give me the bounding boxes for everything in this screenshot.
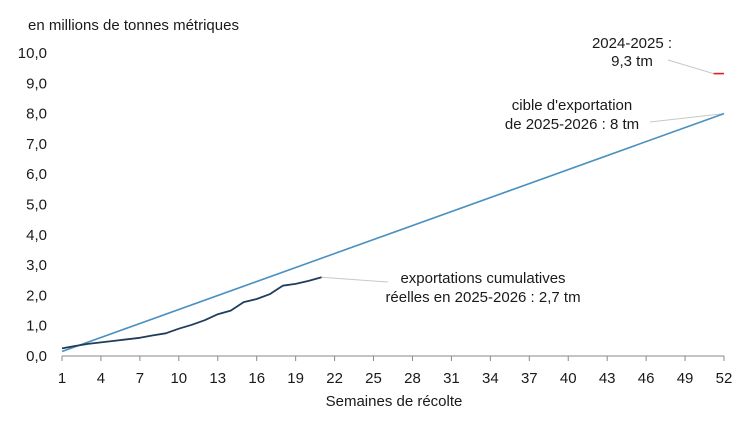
x-tick-label: 31 [443, 370, 460, 387]
x-axis: 1 4 7 10 13 16 19 22 25 28 31 34 37 40 43 46 49 52 [58, 356, 733, 387]
y-tick-label: 7,0 [26, 136, 47, 153]
x-tick-label: 49 [677, 370, 694, 387]
annotation-target-line2: de 2025-2026 : 8 tm [505, 116, 639, 133]
annotation-2024-line1: 2024-2025 : [592, 35, 672, 52]
y-axis: 0,0 1,0 2,0 3,0 4,0 5,0 6,0 7,0 8,0 9,0 10,0 [18, 45, 47, 365]
x-tick-label: 43 [599, 370, 616, 387]
annotation-leaders [321, 59, 725, 283]
y-tick-label: 6,0 [26, 166, 47, 183]
y-tick-label: 4,0 [26, 227, 47, 244]
x-tick-label: 10 [170, 370, 187, 387]
y-tick-label: 10,0 [18, 45, 47, 62]
annotation-target-line1: cible d'exportation [512, 97, 632, 114]
annotation-actual-line2: réelles en 2025-2026 : 2,7 tm [385, 289, 580, 306]
y-axis-title: en millions de tonnes métriques [28, 17, 239, 34]
x-tick-label: 16 [248, 370, 265, 387]
annotations: 2024-2025 : 9,3 tm cible d'exportation d… [385, 35, 672, 306]
x-tick-label: 37 [521, 370, 538, 387]
x-tick-label: 28 [404, 370, 421, 387]
y-tick-label: 2,0 [26, 287, 47, 304]
x-axis-title: Semaines de récolte [326, 393, 463, 410]
x-tick-label: 22 [326, 370, 343, 387]
annotation-2024-line2: 9,3 tm [611, 53, 653, 70]
series-group [61, 72, 725, 353]
y-tick-label: 3,0 [26, 257, 47, 274]
y-tick-label: 8,0 [26, 106, 47, 123]
leader-2024 [667, 59, 714, 75]
x-tick-label: 19 [287, 370, 304, 387]
annotation-actual-line1: exportations cumulatives [400, 270, 565, 287]
x-tick-label: 4 [97, 370, 105, 387]
leader-target [649, 113, 725, 123]
y-tick-label: 9,0 [26, 75, 47, 92]
series-actual-line [61, 276, 322, 350]
x-tick-label: 25 [365, 370, 382, 387]
x-tick-label: 34 [482, 370, 499, 387]
y-tick-label: 0,0 [26, 348, 47, 365]
leader-actual [321, 276, 389, 283]
y-tick-label: 5,0 [26, 197, 47, 214]
x-tick-label: 52 [716, 370, 733, 387]
series-target-line [61, 112, 725, 353]
y-tick-label: 1,0 [26, 318, 47, 335]
x-tick-label: 1 [58, 370, 66, 387]
x-tick-label: 46 [638, 370, 655, 387]
x-tick-label: 40 [560, 370, 577, 387]
x-tick-label: 13 [209, 370, 226, 387]
x-tick-label: 7 [136, 370, 144, 387]
